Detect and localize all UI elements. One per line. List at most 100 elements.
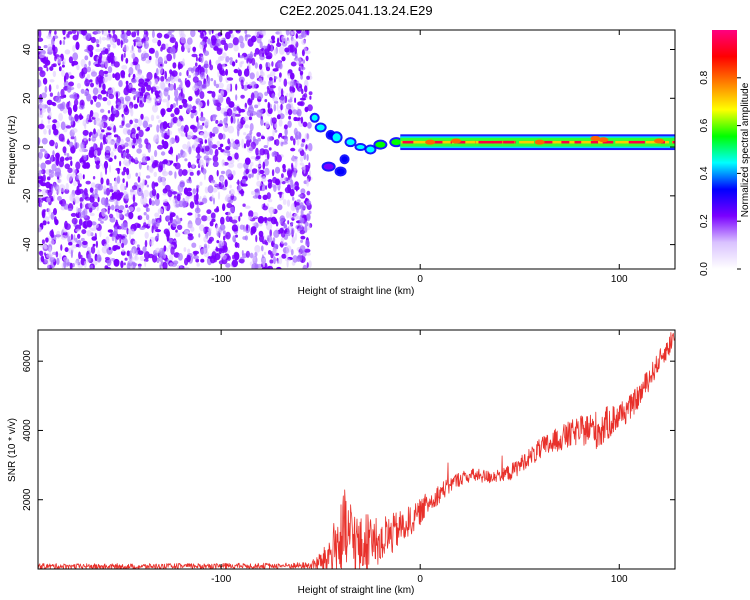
noise-cell bbox=[42, 174, 46, 182]
noise-cell bbox=[72, 52, 79, 61]
noise-cell bbox=[75, 41, 80, 50]
noise-cell bbox=[91, 236, 97, 241]
noise-cell bbox=[225, 68, 229, 76]
noise-cell bbox=[199, 84, 203, 93]
signal-peak bbox=[574, 140, 582, 144]
noise-cell bbox=[195, 146, 201, 154]
noise-cell bbox=[43, 245, 48, 250]
noise-cell bbox=[153, 171, 158, 177]
noise-cell bbox=[299, 214, 303, 223]
noise-cell bbox=[243, 143, 247, 149]
noise-cell bbox=[49, 246, 52, 255]
signal-cell-core bbox=[341, 156, 348, 163]
noise-cell bbox=[254, 47, 260, 55]
noise-cell bbox=[130, 228, 135, 235]
noise-cell bbox=[247, 173, 253, 178]
noise-cell bbox=[45, 181, 51, 189]
noise-cell bbox=[247, 146, 253, 153]
y-tick-label: 4000 bbox=[22, 419, 33, 442]
noise-cell bbox=[225, 31, 231, 40]
noise-cell bbox=[182, 143, 188, 150]
noise-cell bbox=[181, 169, 188, 176]
noise-cell bbox=[90, 146, 94, 152]
signal-peak bbox=[503, 140, 512, 144]
noise-cell bbox=[256, 71, 259, 80]
noise-cell bbox=[60, 244, 63, 251]
noise-cell bbox=[156, 97, 161, 103]
noise-cell bbox=[160, 46, 163, 52]
noise-cell bbox=[74, 113, 79, 122]
noise-cell bbox=[186, 254, 191, 263]
noise-cell bbox=[124, 257, 128, 261]
noise-cell bbox=[285, 103, 292, 110]
signal-peak bbox=[615, 140, 626, 144]
noise-cell bbox=[64, 157, 70, 161]
noise-cell bbox=[305, 55, 309, 62]
noise-cell bbox=[218, 74, 223, 83]
noise-cell bbox=[258, 109, 264, 113]
noise-cell bbox=[130, 49, 135, 54]
noise-cell bbox=[40, 182, 47, 187]
noise-cell bbox=[122, 222, 128, 231]
noise-cell bbox=[250, 111, 257, 116]
noise-cell bbox=[225, 169, 232, 178]
signal-peak bbox=[471, 140, 481, 144]
noise-cell bbox=[169, 212, 176, 218]
noise-cell bbox=[95, 163, 100, 170]
noise-cell bbox=[199, 162, 205, 168]
noise-cell bbox=[55, 251, 59, 258]
noise-cell bbox=[97, 74, 103, 83]
noise-cell bbox=[46, 99, 53, 106]
noise-cell bbox=[195, 56, 198, 62]
noise-cell bbox=[289, 44, 295, 53]
noise-cell bbox=[56, 230, 61, 239]
noise-cell bbox=[273, 248, 277, 256]
noise-cell bbox=[73, 234, 76, 241]
noise-cell bbox=[216, 240, 220, 244]
noise-cell bbox=[67, 231, 70, 237]
noise-cell bbox=[244, 157, 251, 165]
noise-cell bbox=[213, 181, 218, 187]
noise-cell bbox=[93, 149, 98, 157]
noise-cell bbox=[227, 138, 231, 145]
noise-cell bbox=[93, 96, 97, 102]
noise-cell bbox=[95, 48, 101, 53]
noise-cell bbox=[146, 84, 152, 92]
noise-cell bbox=[235, 59, 238, 63]
noise-cell bbox=[88, 132, 92, 138]
noise-cell bbox=[131, 185, 138, 191]
noise-cell bbox=[102, 76, 108, 83]
noise-cell bbox=[230, 34, 235, 39]
noise-cell bbox=[128, 211, 134, 220]
noise-cell bbox=[235, 94, 238, 101]
noise-cell bbox=[89, 212, 95, 217]
noise-cell bbox=[40, 201, 43, 209]
noise-cell bbox=[234, 139, 240, 145]
noise-cell bbox=[176, 193, 181, 202]
noise-cell bbox=[199, 91, 205, 100]
noise-cell bbox=[279, 177, 284, 183]
noise-cell bbox=[134, 251, 137, 260]
noise-cell bbox=[302, 59, 306, 64]
noise-cell bbox=[74, 135, 77, 144]
noise-cell bbox=[90, 36, 96, 44]
noise-cell bbox=[174, 171, 177, 179]
noise-cell bbox=[223, 111, 227, 117]
noise-cell bbox=[262, 149, 269, 155]
noise-cell bbox=[215, 102, 222, 107]
noise-cell bbox=[90, 246, 96, 254]
noise-cell bbox=[156, 32, 163, 39]
noise-cell bbox=[151, 225, 154, 234]
noise-cell bbox=[49, 257, 56, 263]
noise-cell bbox=[170, 104, 174, 110]
noise-cell bbox=[126, 262, 131, 269]
noise-cell bbox=[244, 235, 248, 241]
noise-cell bbox=[192, 105, 197, 111]
noise-cell bbox=[281, 35, 286, 42]
noise-cell bbox=[262, 161, 266, 170]
noise-cell bbox=[251, 263, 258, 269]
noise-cell bbox=[174, 135, 180, 144]
noise-cell bbox=[148, 198, 152, 206]
noise-cell bbox=[131, 90, 137, 95]
noise-cell bbox=[53, 128, 59, 136]
